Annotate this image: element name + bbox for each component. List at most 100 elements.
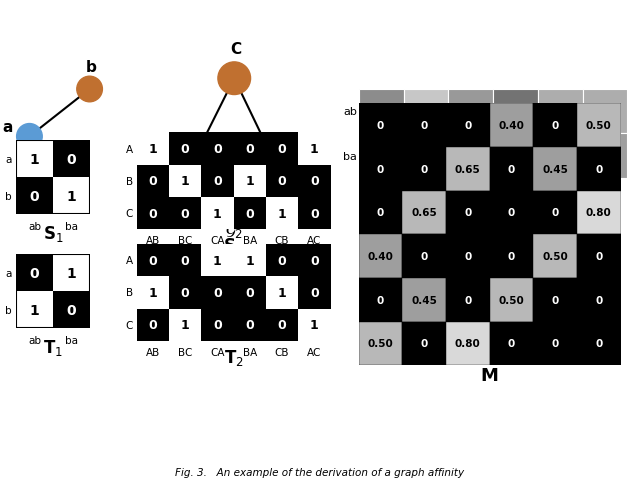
Text: AB: AB: [146, 236, 160, 246]
Text: BC: BC: [178, 347, 192, 357]
Text: 0: 0: [464, 252, 472, 261]
Text: A: A: [125, 256, 132, 266]
Bar: [403, 104, 446, 148]
Bar: [298, 309, 331, 341]
Text: CB: CB: [552, 142, 568, 152]
Bar: [490, 191, 533, 235]
Bar: [136, 133, 169, 166]
Text: ba: ba: [343, 151, 356, 161]
Text: 0: 0: [508, 208, 515, 218]
Bar: [201, 133, 234, 166]
Text: 0: 0: [29, 266, 39, 280]
Text: 0: 0: [245, 318, 254, 332]
Text: 0.40: 0.40: [370, 107, 393, 117]
Bar: [493, 134, 538, 179]
Bar: [53, 141, 90, 178]
Text: 0: 0: [420, 252, 428, 261]
Bar: [16, 291, 53, 328]
Text: 0: 0: [310, 254, 319, 267]
Text: 0: 0: [552, 121, 559, 131]
Text: b: b: [86, 60, 96, 75]
Bar: [359, 134, 404, 179]
Text: ab: ab: [28, 221, 41, 231]
Bar: [136, 197, 169, 230]
Bar: [136, 166, 169, 197]
Bar: [16, 255, 53, 291]
Text: 0: 0: [420, 121, 428, 131]
Text: $\mathcal{G}_2$: $\mathcal{G}_2$: [225, 220, 243, 239]
Bar: [298, 133, 331, 166]
Circle shape: [77, 77, 102, 103]
Bar: [403, 278, 446, 322]
Bar: [298, 277, 331, 309]
Bar: [446, 191, 490, 235]
Text: a: a: [3, 120, 13, 135]
Text: 0.50: 0.50: [586, 121, 612, 131]
Text: 1: 1: [278, 207, 287, 220]
Bar: [234, 309, 266, 341]
Text: 0: 0: [420, 339, 428, 348]
Bar: [358, 148, 403, 191]
Bar: [577, 148, 621, 191]
Bar: [533, 322, 577, 365]
Text: 0: 0: [278, 254, 287, 267]
Bar: [16, 141, 53, 178]
Text: 1: 1: [180, 175, 189, 188]
Text: 0.40: 0.40: [504, 151, 527, 161]
Bar: [234, 277, 266, 309]
Text: 0: 0: [67, 152, 76, 166]
Bar: [169, 133, 201, 166]
Text: AC: AC: [307, 236, 322, 246]
Bar: [136, 244, 169, 277]
Bar: [136, 277, 169, 309]
Text: 0: 0: [420, 165, 428, 174]
Text: 0.45: 0.45: [411, 295, 437, 305]
Text: 0.50: 0.50: [367, 339, 394, 348]
Bar: [533, 104, 577, 148]
Text: 0.45: 0.45: [459, 107, 483, 117]
Text: C: C: [125, 209, 132, 219]
Text: 0: 0: [377, 165, 384, 174]
Text: 0.65: 0.65: [502, 107, 529, 117]
Text: 0: 0: [310, 287, 319, 299]
Bar: [358, 104, 403, 148]
Bar: [266, 166, 298, 197]
Text: 0.65: 0.65: [455, 165, 481, 174]
Text: 1: 1: [148, 287, 157, 299]
Text: 0: 0: [213, 318, 222, 332]
Text: 0: 0: [278, 143, 287, 156]
Text: C: C: [230, 42, 242, 57]
Bar: [201, 277, 234, 309]
Text: 0: 0: [595, 339, 602, 348]
Text: BA: BA: [243, 236, 257, 246]
Text: BC: BC: [419, 142, 434, 152]
Text: 0: 0: [552, 208, 559, 218]
Bar: [577, 235, 621, 278]
Bar: [490, 104, 533, 148]
Bar: [533, 278, 577, 322]
Bar: [446, 104, 490, 148]
Text: $\mathbf{S}_1$: $\mathbf{S}_1$: [42, 224, 63, 243]
Text: CA: CA: [210, 236, 225, 246]
Text: 0: 0: [464, 295, 472, 305]
Text: b: b: [5, 305, 12, 315]
Bar: [449, 134, 493, 179]
Text: BA: BA: [243, 347, 257, 357]
Text: 0: 0: [245, 207, 254, 220]
Text: 0: 0: [508, 165, 515, 174]
Text: 0: 0: [464, 121, 472, 131]
Bar: [577, 104, 621, 148]
Bar: [582, 134, 627, 179]
Bar: [358, 278, 403, 322]
Text: 0.50: 0.50: [415, 151, 438, 161]
Text: ab: ab: [343, 107, 356, 117]
Text: 1: 1: [148, 143, 157, 156]
Bar: [169, 244, 201, 277]
Text: AC: AC: [597, 142, 612, 152]
Bar: [358, 322, 403, 365]
Bar: [577, 278, 621, 322]
Text: 1: 1: [310, 318, 319, 332]
Bar: [298, 166, 331, 197]
Text: 0.80: 0.80: [547, 151, 573, 161]
Text: 0: 0: [213, 175, 222, 188]
